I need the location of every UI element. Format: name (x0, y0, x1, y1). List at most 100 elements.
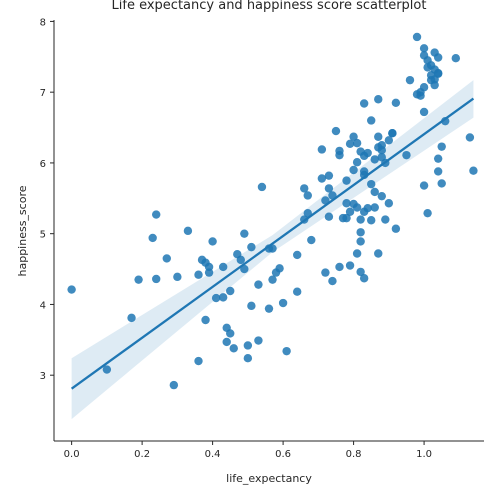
y-tick-label: 4 (40, 300, 46, 311)
data-point (229, 344, 238, 353)
y-axis-label: happiness_score (16, 185, 29, 276)
data-point (391, 224, 401, 233)
data-point (194, 270, 203, 279)
data-point (391, 98, 401, 107)
x-axis-label: life_expectancy (226, 472, 312, 485)
data-point (152, 210, 161, 219)
data-point (384, 136, 394, 145)
data-point (292, 287, 302, 296)
data-point (433, 68, 443, 78)
data-point (352, 203, 362, 212)
data-point (173, 272, 182, 282)
data-point (208, 237, 217, 246)
data-point (218, 293, 228, 302)
data-point (342, 213, 351, 223)
data-point (352, 158, 362, 167)
data-point (240, 264, 249, 274)
data-point (437, 142, 446, 151)
data-point (247, 301, 256, 311)
data-point (300, 184, 309, 193)
data-point (345, 261, 355, 270)
data-point (416, 91, 425, 100)
data-point (465, 133, 475, 142)
data-point (254, 336, 263, 345)
data-point (321, 268, 330, 277)
data-point (349, 132, 358, 141)
data-point (356, 228, 365, 237)
data-point (148, 233, 157, 243)
data-point (370, 203, 379, 212)
data-point (367, 116, 376, 125)
chart-title: Life expectancy and happiness score scat… (112, 0, 427, 13)
plot-title-group: Life expectancy and happiness score scat… (112, 0, 427, 13)
data-point (430, 80, 439, 90)
x-tick-label: 0.6 (275, 449, 291, 460)
data-point (226, 329, 235, 338)
regression-line-group (70, 97, 475, 390)
data-point (359, 167, 369, 176)
x-tick-label: 1.0 (416, 449, 432, 460)
data-point (451, 54, 461, 63)
data-point (388, 129, 397, 138)
data-point (381, 215, 390, 224)
data-point (331, 126, 341, 136)
x-tick-label: 0.8 (346, 449, 362, 460)
data-point (342, 199, 351, 208)
data-point (345, 139, 355, 149)
data-point (211, 293, 221, 303)
data-point (328, 276, 337, 286)
axes-group (53, 20, 484, 442)
data-point (402, 150, 411, 160)
y-tick-label: 5 (40, 230, 46, 241)
data-point (469, 166, 478, 175)
y-tick-label: 8 (40, 17, 46, 28)
data-point (352, 138, 362, 148)
data-point (243, 341, 253, 350)
data-point (363, 148, 372, 158)
data-point (218, 262, 228, 272)
data-point (419, 83, 429, 92)
data-point (226, 286, 235, 296)
data-point (275, 264, 284, 273)
data-point (433, 154, 443, 163)
data-point (433, 53, 443, 62)
data-point (352, 249, 362, 258)
data-point (278, 298, 288, 308)
data-point (324, 171, 334, 180)
regression-line (70, 97, 475, 390)
data-point (201, 315, 210, 325)
data-point (374, 249, 383, 258)
data-point (356, 237, 365, 246)
data-point (324, 184, 334, 193)
data-point (268, 275, 277, 284)
data-point (359, 274, 369, 283)
data-point (324, 212, 334, 221)
y-tick-label: 6 (40, 159, 46, 170)
points-group (67, 32, 478, 390)
data-point (102, 365, 112, 374)
data-point (359, 99, 369, 108)
data-point (127, 313, 136, 323)
data-point (236, 255, 246, 265)
data-point (162, 254, 171, 263)
data-point (264, 304, 274, 313)
data-point (356, 215, 365, 224)
data-point (134, 275, 143, 284)
data-point (247, 242, 256, 252)
data-point (419, 44, 429, 53)
data-point (317, 174, 327, 183)
data-point (204, 268, 214, 277)
data-point (367, 179, 376, 189)
y-tick-label: 7 (40, 88, 46, 99)
data-point (257, 182, 267, 192)
data-point (374, 95, 383, 104)
data-point (317, 145, 327, 154)
x-tick-label: 0.4 (205, 449, 221, 460)
data-point (370, 187, 379, 197)
data-point (377, 191, 386, 201)
data-point (307, 235, 316, 245)
data-point (437, 179, 446, 188)
data-point (419, 181, 429, 190)
data-point (342, 176, 351, 185)
